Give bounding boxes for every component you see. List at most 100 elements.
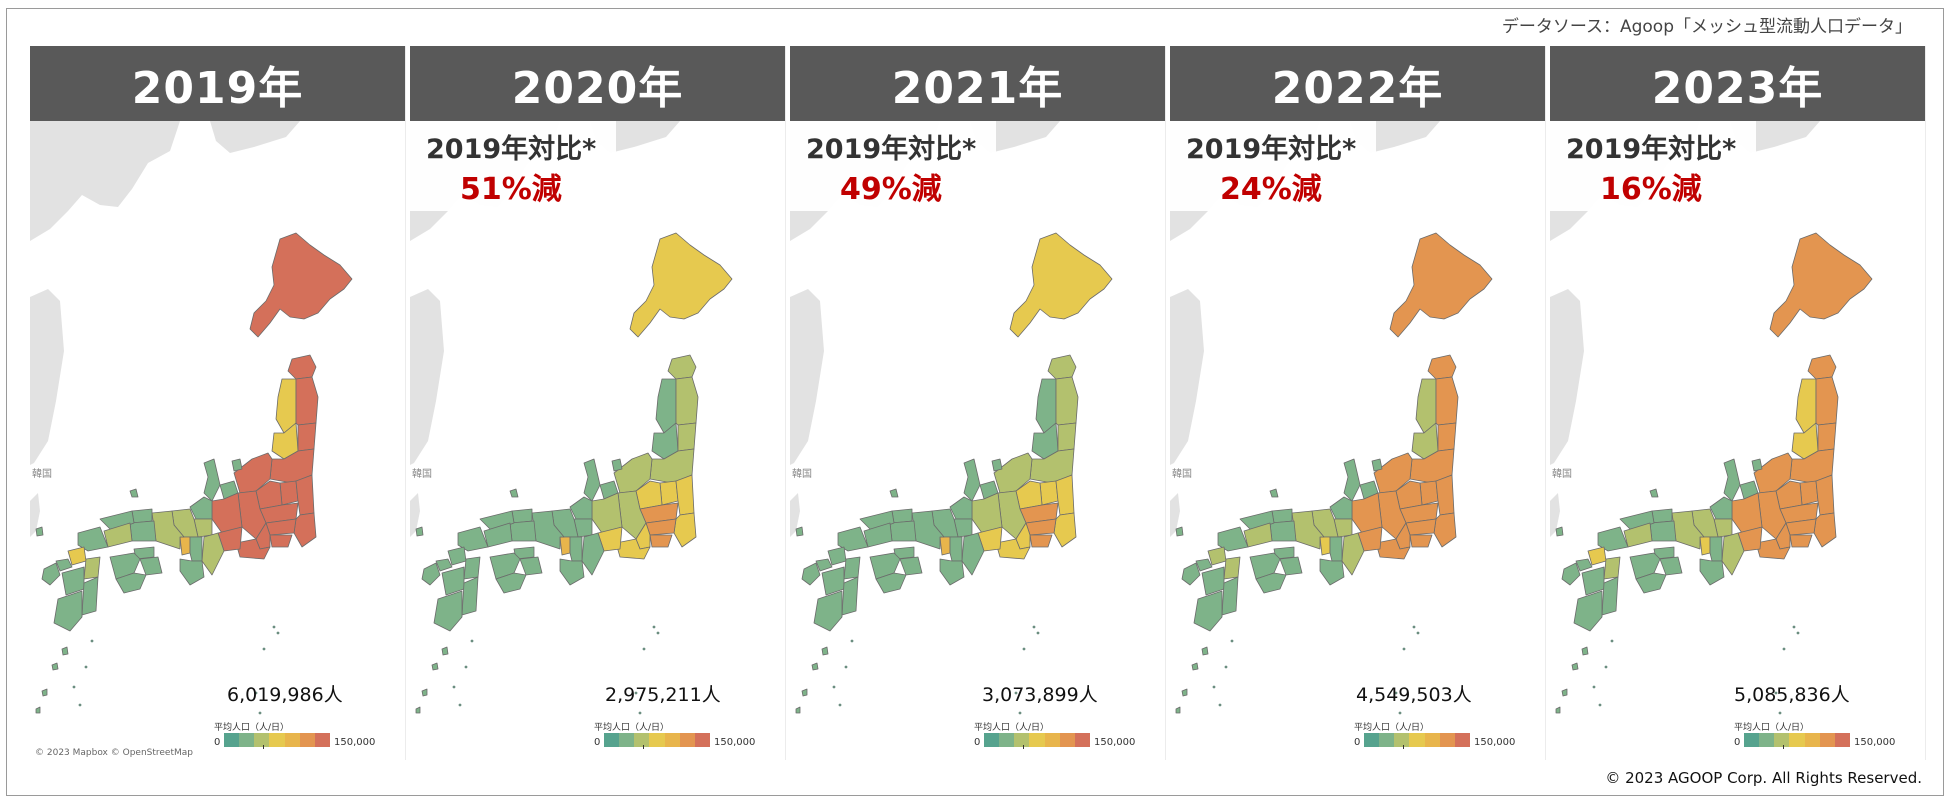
japan-prefecture-map: 韓国 (790, 121, 1113, 715)
legend-swatch (694, 733, 710, 747)
prefecture-hokkaido (249, 232, 353, 338)
comparison-label: 2019年対比* (1186, 134, 1357, 165)
prefecture-yamaguchi (1597, 526, 1629, 552)
legend-swatch (604, 733, 620, 747)
korea-label: 韓国 (792, 468, 812, 480)
island (1581, 646, 1589, 656)
japan-group (1555, 232, 1873, 715)
prefecture-tokushima (1279, 556, 1303, 576)
prefecture-hyogo (1671, 510, 1705, 550)
prefecture-akita (1415, 378, 1437, 434)
prefecture-nara (569, 536, 583, 562)
island (35, 526, 44, 537)
legend-swatch (679, 733, 695, 747)
island (1555, 706, 1561, 714)
prefecture-hokkaido (629, 232, 733, 338)
prefecture-kagoshima (1573, 590, 1603, 632)
korea-label: 韓国 (412, 468, 432, 480)
prefecture-miyazaki (1601, 576, 1619, 616)
comparison-label: 2019年対比* (426, 134, 597, 165)
small-island (838, 703, 842, 707)
small-island (1778, 711, 1782, 715)
legend-title: 平均人口（人/日） (1734, 723, 1810, 733)
prefecture-kagoshima (433, 590, 463, 632)
legend-title: 平均人口（人/日） (594, 723, 670, 733)
map-area: 韓国 (790, 121, 1165, 760)
prefecture-iwate (295, 376, 319, 426)
legend-swatch (1759, 733, 1775, 747)
neighboring-land (210, 121, 300, 153)
legend-swatch (1059, 733, 1075, 747)
prefecture-tochigi (1419, 480, 1439, 506)
year-header: 2021年 (790, 46, 1165, 121)
prefecture-iwate (1815, 376, 1839, 426)
island (795, 526, 804, 537)
prefecture-fukushima (1789, 448, 1835, 484)
prefecture-hyogo (151, 510, 185, 550)
total-population: 6,019,986人 (227, 684, 343, 706)
prefecture-fukushima (1029, 448, 1075, 484)
prefecture-hiroshima (103, 522, 133, 548)
small-island (84, 665, 88, 669)
prefecture-ishikawa (1723, 458, 1741, 502)
prefecture-fukushima (649, 448, 695, 484)
small-island (1796, 631, 1800, 635)
legend-swatch (1834, 733, 1850, 747)
korea-label: 韓国 (32, 468, 52, 480)
prefecture-nara (189, 536, 203, 562)
legend-max-label: 150,000 (1094, 737, 1136, 748)
decrease-value: 51%減 (460, 172, 562, 207)
prefecture-fukui (1329, 496, 1353, 520)
prefecture-gifu (1351, 492, 1383, 534)
prefecture-kochi (115, 572, 147, 594)
legend-min-label: 0 (594, 737, 601, 748)
year-panel: 2021年 韓国 2019年対比* 49%減 3,073,899人 平均人口（人/日） 0 1… (790, 46, 1166, 760)
island (129, 488, 139, 498)
small-island (458, 703, 462, 707)
prefecture-osaka (1319, 536, 1331, 556)
prefecture-kanagawa (649, 534, 673, 548)
prefecture-nagasaki (421, 562, 441, 586)
prefecture-nagasaki (801, 562, 821, 586)
neighboring-land (30, 289, 64, 465)
island (991, 458, 1003, 472)
prefecture-tokushima (1659, 556, 1683, 576)
legend-tick (1403, 745, 1404, 749)
prefecture-fukui (949, 496, 973, 520)
prefecture-hokkaido (1389, 232, 1493, 338)
small-island (832, 685, 836, 689)
island (1181, 688, 1188, 697)
legend-swatch (254, 733, 270, 747)
legend-tick (263, 745, 264, 749)
prefecture-miyagi (1437, 422, 1457, 452)
prefecture-yamaguchi (77, 526, 109, 552)
prefecture-kagoshima (1193, 590, 1223, 632)
prefecture-chiba (1433, 512, 1457, 548)
legend-swatch (1804, 733, 1820, 747)
japan-prefecture-map: 韓国 (1170, 121, 1493, 715)
island (889, 488, 899, 498)
figure-frame (6, 8, 1944, 796)
prefecture-nagasaki (41, 562, 61, 586)
prefecture-tochigi (659, 480, 679, 506)
prefecture-yamaguchi (1217, 526, 1249, 552)
island (821, 646, 829, 656)
small-island (1792, 625, 1796, 629)
small-island (1402, 647, 1406, 651)
comparison-callout: 2019年対比* 51%減 (410, 121, 616, 211)
prefecture-chiba (673, 512, 697, 548)
prefecture-kochi (1255, 572, 1287, 594)
prefecture-fukushima (1409, 448, 1455, 484)
legend-title: 平均人口（人/日） (974, 723, 1050, 733)
decrease-value: 24%減 (1220, 172, 1322, 207)
prefecture-saga (55, 558, 73, 572)
small-island (1598, 703, 1602, 707)
prefecture-shizuoka (995, 538, 1031, 560)
year-header: 2020年 (410, 46, 785, 121)
prefecture-aomori (287, 354, 317, 380)
prefecture-kanagawa (269, 534, 293, 548)
prefecture-osaka (1699, 536, 1711, 556)
prefecture-iwate (1435, 376, 1459, 426)
prefecture-gifu (1731, 492, 1763, 534)
small-island (1018, 711, 1022, 715)
